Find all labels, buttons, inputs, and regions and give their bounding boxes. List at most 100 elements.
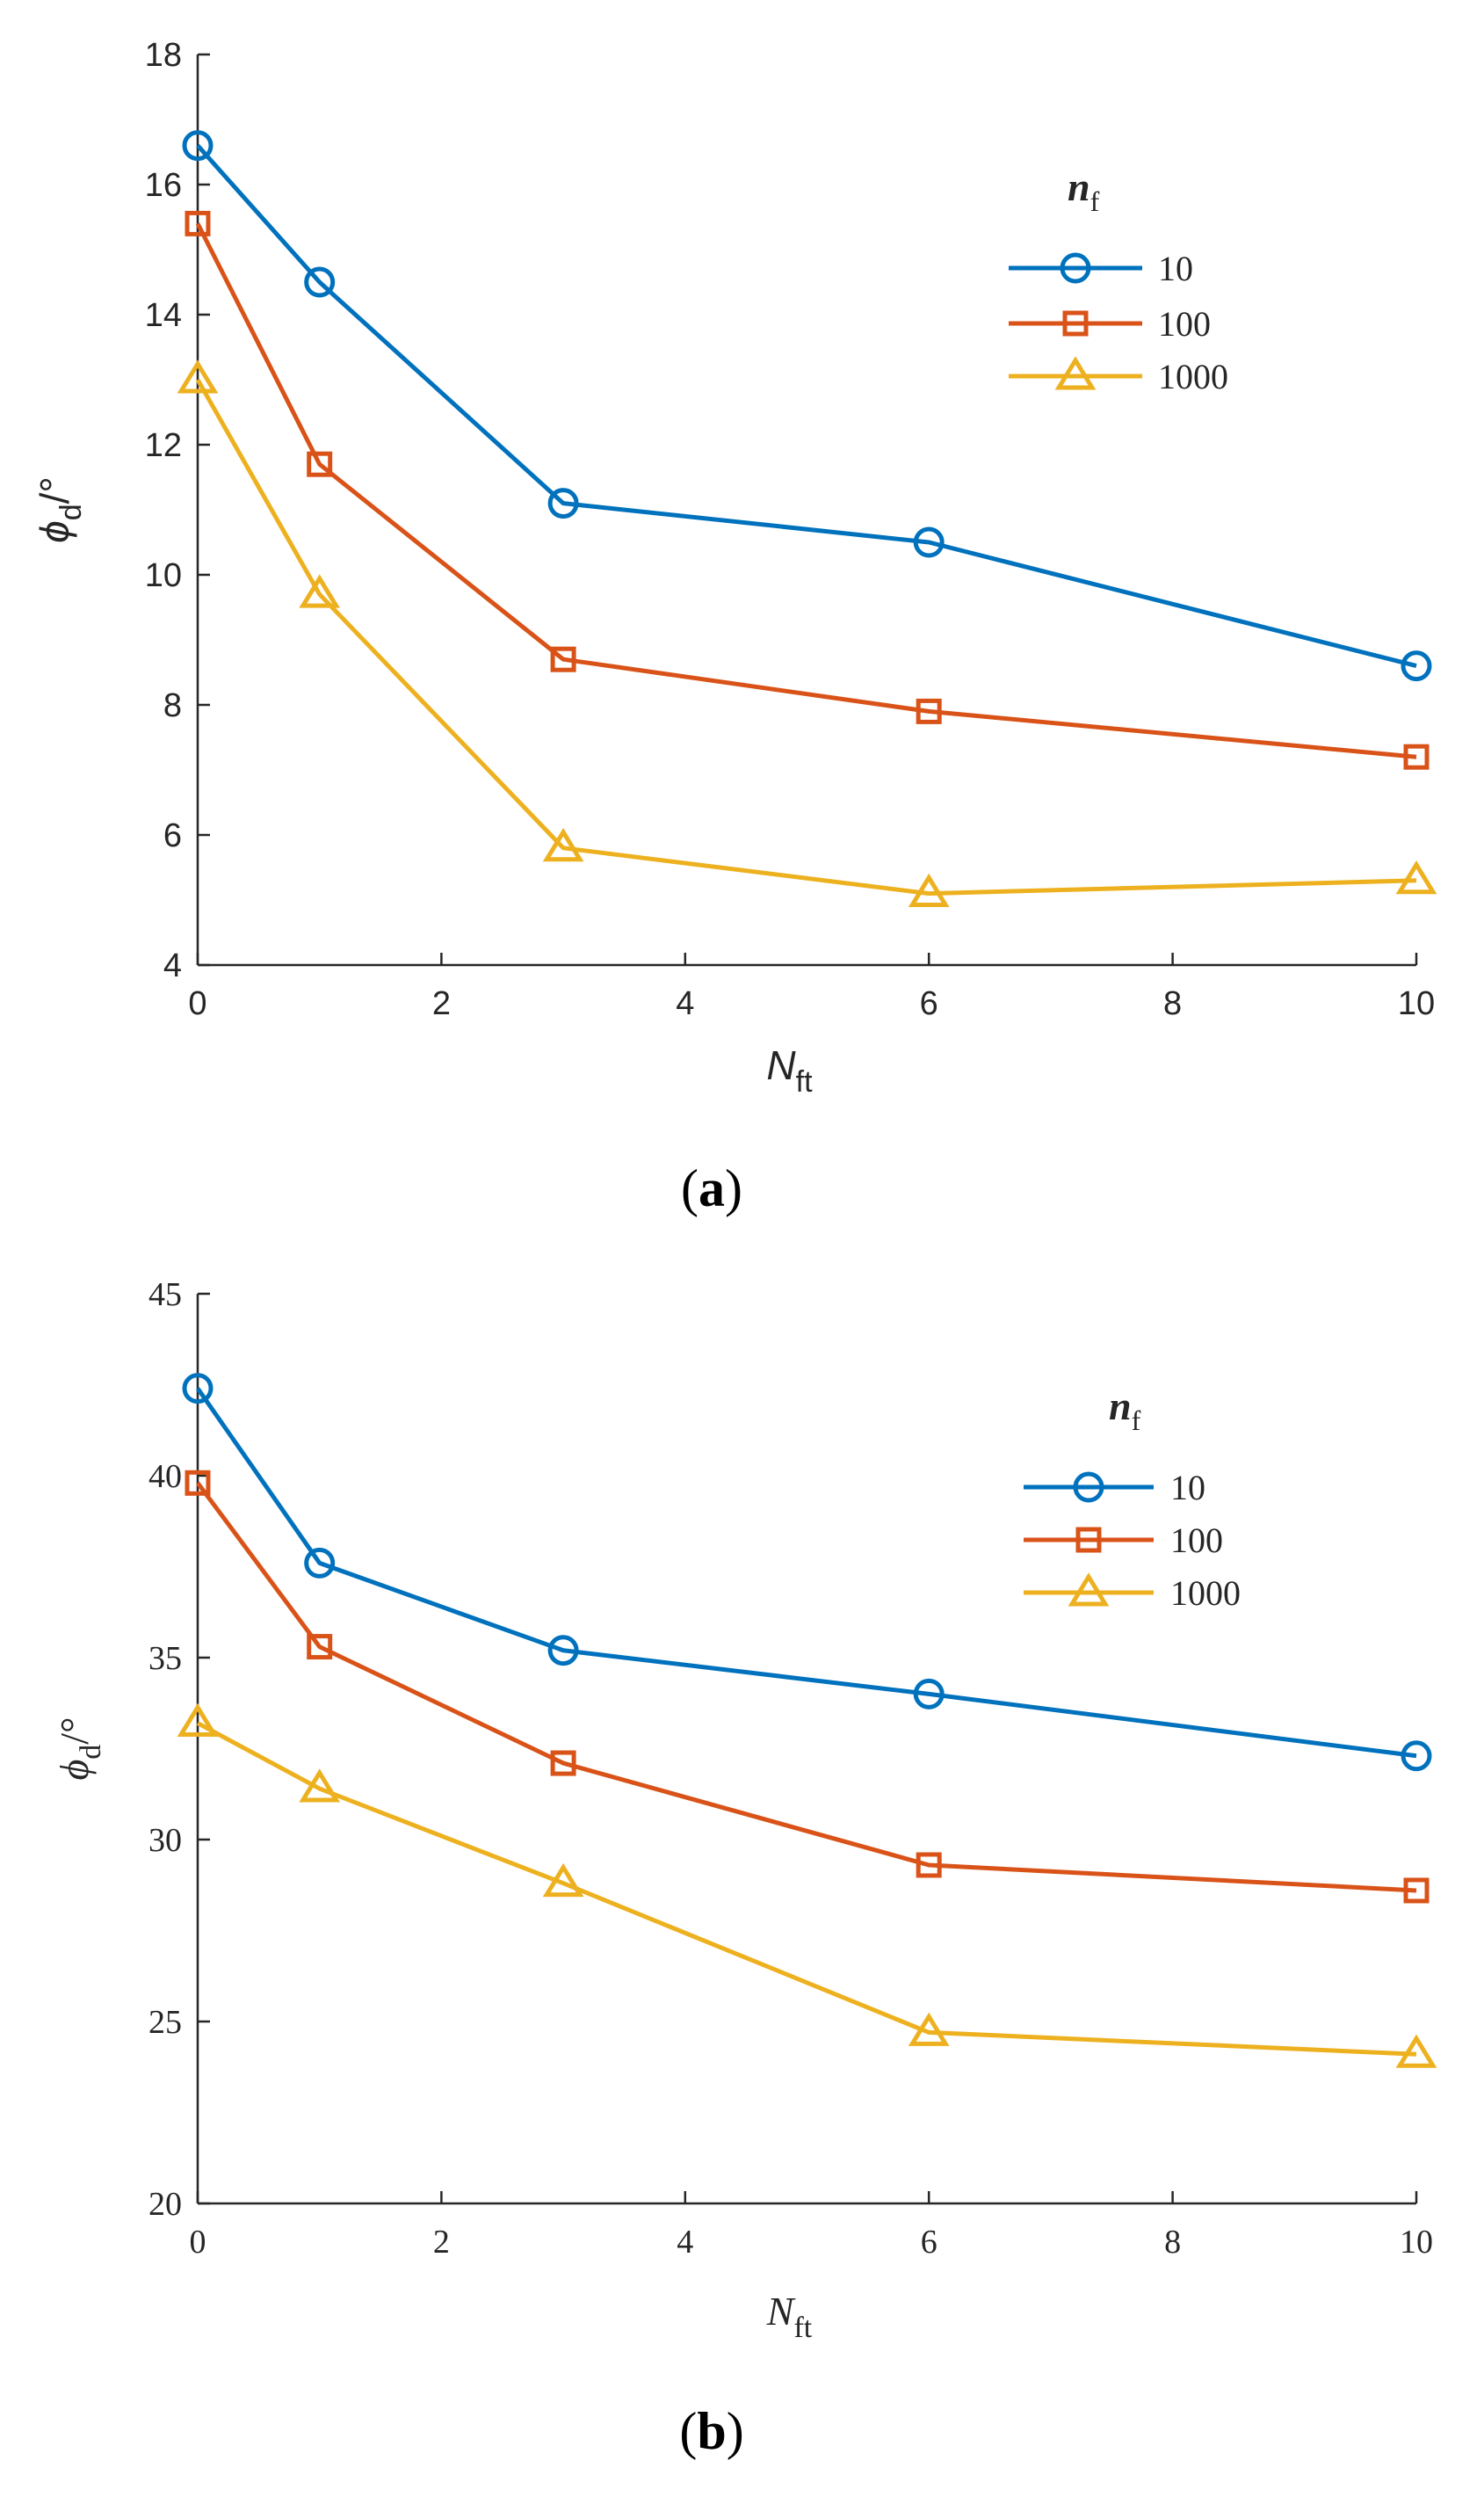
y-tick-label: 40 (148, 1458, 182, 1495)
legend-entry-1000: 1000 (1024, 1572, 1241, 1613)
legend-entry-100: 100 (1024, 1521, 1223, 1560)
y-tick-label: 20 (148, 2186, 182, 2223)
panel-caption-letter: a (699, 1159, 725, 1217)
x-tick-label: 6 (920, 985, 938, 1022)
series-line-10 (196, 143, 1417, 669)
legend-label-100: 100 (1158, 304, 1211, 344)
y-tick-label: 6 (163, 817, 182, 854)
data-point-1000-1 (299, 574, 341, 608)
x-axis-title-subscript: ft (793, 2312, 812, 2344)
data-point-100-2 (550, 1750, 576, 1776)
y-tick-label: 16 (145, 167, 182, 204)
x-tick-label: 4 (676, 985, 694, 1022)
legend-label-100: 100 (1170, 1521, 1223, 1560)
data-point-100-0 (185, 210, 211, 236)
legend: nf 10 100 1000 (1024, 1383, 1241, 1613)
x-tick-label: 0 (190, 2224, 206, 2261)
data-point-1000-4 (1395, 860, 1437, 895)
y-tick-label: 8 (163, 687, 182, 724)
x-axis-title-symbol: N (766, 1042, 796, 1088)
data-point-100-2 (550, 646, 576, 672)
y-tick-label: 45 (148, 1276, 182, 1313)
legend-marker-100 (1062, 310, 1089, 337)
data-point-1000-4 (1395, 2034, 1437, 2068)
x-tick-label: 10 (1398, 985, 1435, 1022)
data-point-10-3 (913, 526, 945, 558)
legend-title-symbol: n (1068, 164, 1090, 209)
legend-marker-1000 (1054, 356, 1097, 390)
x-axis-title-symbol: N (766, 2289, 796, 2334)
legend-entry-1000: 1000 (1009, 356, 1228, 396)
panel-caption-close: ) (725, 1159, 742, 1217)
data-point-10-0 (182, 1373, 214, 1405)
data-point-10-2 (547, 1635, 579, 1666)
data-point-100-4 (1403, 1877, 1430, 1904)
y-axis-title-symbol: ϕ (32, 520, 77, 543)
data-point-10-1 (304, 266, 336, 298)
series-1000 (177, 1702, 1437, 2068)
panel-caption: (b) (679, 2402, 743, 2460)
data-point-10-3 (913, 1678, 945, 1709)
x-tick-label: 6 (921, 2224, 937, 2261)
data-point-100-1 (307, 1634, 333, 1660)
x-tick-label: 4 (677, 2224, 693, 2261)
panel-caption-open: ( (681, 1159, 699, 1217)
legend-entry-10: 10 (1024, 1468, 1205, 1507)
panel-caption-open: ( (679, 2402, 697, 2460)
y-tick-label: 30 (148, 1822, 182, 1859)
panel-caption-close: ) (727, 2402, 744, 2460)
panel-caption: (a) (681, 1159, 742, 1217)
x-tick-label: 2 (432, 985, 451, 1022)
series-line-100 (195, 1481, 1417, 1893)
y-axis-title: ϕd/° (32, 476, 88, 543)
x-axis-title: Nft (766, 2289, 813, 2344)
legend-marker-10 (1073, 1471, 1104, 1503)
series-line-1000 (196, 1721, 1417, 2057)
legend-marker-1000 (1068, 1572, 1110, 1607)
legend-entry-100: 100 (1009, 304, 1211, 344)
panel-caption-letter: b (697, 2402, 726, 2460)
x-axis-title: Nft (766, 1042, 813, 1099)
data-point-1000-1 (299, 1768, 341, 1803)
y-axis-title-unit: /° (52, 1717, 97, 1745)
y-axis-title-subscript: d (75, 1745, 107, 1760)
chart-panel-b: 20 25 30 35 40 45 0 2 4 6 8 10 Nft ϕd/° nf 10 100 1000 (b) (52, 1276, 1437, 2460)
y-tick-label: 35 (148, 1640, 182, 1677)
series-100 (185, 1470, 1430, 1904)
legend-title-symbol: n (1109, 1383, 1132, 1428)
chart-panel-a: 4 6 8 10 12 14 16 18 0 2 4 6 8 10 Nft ϕd/° nf 10 100 1000 (a… (32, 37, 1437, 1217)
legend-title: nf (1109, 1383, 1141, 1436)
legend-label-10: 10 (1170, 1468, 1205, 1507)
y-tick-label: 18 (145, 37, 182, 74)
legend-title-subscript: f (1090, 185, 1100, 217)
x-tick-label: 2 (433, 2224, 450, 2261)
legend-marker-10 (1060, 252, 1091, 284)
y-tick-label: 25 (148, 2004, 182, 2041)
data-point-1000-3 (908, 873, 950, 908)
series-line-100 (195, 222, 1417, 759)
legend: nf 10 100 1000 (1009, 164, 1228, 396)
y-tick-label: 4 (163, 947, 182, 984)
data-point-1000-3 (908, 2012, 950, 2046)
y-axis-title: ϕd/° (52, 1717, 107, 1781)
data-point-1000-2 (542, 828, 584, 862)
data-point-10-4 (1401, 1740, 1432, 1772)
data-point-1000-0 (177, 359, 219, 394)
y-tick-label: 14 (145, 297, 182, 334)
legend-label-1000: 1000 (1170, 1573, 1241, 1613)
x-tick-label: 8 (1163, 985, 1182, 1022)
data-point-10-1 (304, 1547, 336, 1579)
data-point-100-1 (307, 451, 333, 477)
data-point-100-0 (185, 1470, 211, 1496)
series-100 (185, 210, 1430, 770)
x-tick-label: 10 (1400, 2224, 1433, 2261)
data-point-100-4 (1403, 744, 1430, 770)
x-tick-label: 8 (1164, 2224, 1181, 2261)
y-tick-label: 10 (145, 557, 182, 594)
legend-label-1000: 1000 (1158, 357, 1228, 396)
series-line-10 (195, 1387, 1417, 1759)
series-line-1000 (195, 378, 1417, 896)
series-10 (182, 1373, 1432, 1772)
legend-entry-10: 10 (1009, 249, 1193, 288)
